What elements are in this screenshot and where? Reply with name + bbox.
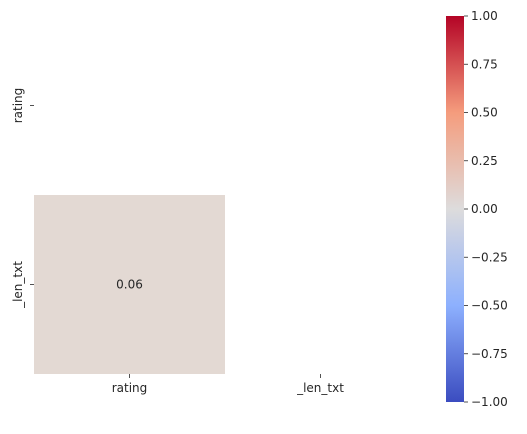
x-tick-label-rating: rating <box>112 381 148 395</box>
y-tick-label-rating: rating <box>11 88 25 124</box>
x-tick-label-_len_txt: _len_txt <box>296 381 344 395</box>
colorbar-tick-label: 0.50 <box>471 106 498 120</box>
colorbar-tick-label: 0.00 <box>471 202 498 216</box>
colorbar-tick-label: −0.75 <box>471 347 508 361</box>
colorbar-tick-label: −1.00 <box>471 395 508 409</box>
heatmap-cell-value-label: 0.06 <box>116 278 143 292</box>
colorbar: −1.00 −0.75 −0.50 −0.25 0.00 0.25 0.50 0.75 1.00 <box>446 9 508 409</box>
colorbar-tick-label: 0.75 <box>471 57 498 71</box>
colorbar-tick-label: 1.00 <box>471 9 498 23</box>
colorbar-tick-label: −0.25 <box>471 250 508 264</box>
x-axis: rating _len_txt <box>112 374 344 395</box>
y-tick-label-_len_txt: _len_txt <box>11 261 25 309</box>
heatmap-cell-_len_txt-rating <box>34 195 225 374</box>
colorbar-tick-label: −0.50 <box>471 299 508 313</box>
heatmap-cells: 0.06 <box>34 195 225 374</box>
colorbar-gradient <box>446 16 464 402</box>
y-axis: rating _len_txt <box>11 88 34 309</box>
colorbar-tick-label: 0.25 <box>471 154 498 168</box>
